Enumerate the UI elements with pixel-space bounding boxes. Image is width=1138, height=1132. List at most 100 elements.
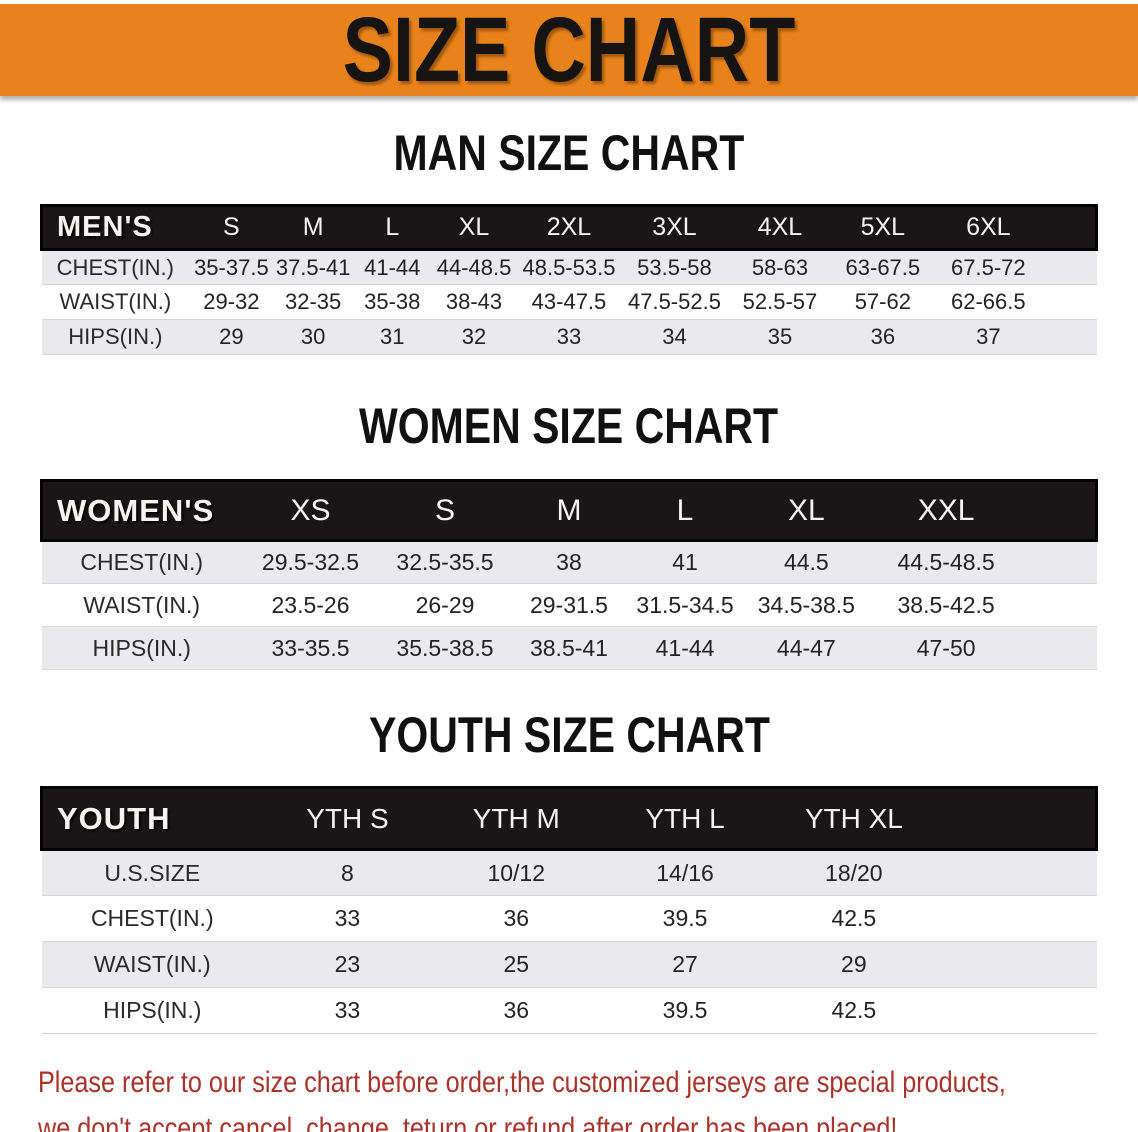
size-value: 57-62 xyxy=(832,284,933,320)
size-value: 47-50 xyxy=(869,626,1023,670)
table-row: HIPS(IN.) 29 30 31 32 33 34 35 36 37 xyxy=(41,319,1097,355)
size-value: 35.5-38.5 xyxy=(379,626,511,670)
size-value: 62-66.5 xyxy=(932,284,1044,320)
size-value: 35 xyxy=(727,319,833,355)
size-value: 29-31.5 xyxy=(510,583,627,627)
row-spacer xyxy=(1043,284,1097,320)
size-value: 35-38 xyxy=(352,284,432,320)
column-header: 6XL xyxy=(932,204,1044,251)
size-value: 31.5-34.5 xyxy=(627,583,744,627)
women-section-title: WOMEN SIZE CHART xyxy=(359,398,779,454)
table-row: HIPS(IN.) 33 36 39.5 42.5 xyxy=(41,987,1097,1034)
row-spacer xyxy=(938,941,1097,988)
youth-section-title: YOUTH SIZE CHART xyxy=(368,707,770,763)
table-header-row: YOUTH YTH S YTH M YTH L YTH XL xyxy=(40,786,1099,851)
header-spacer xyxy=(938,786,1099,851)
row-spacer xyxy=(1043,249,1097,285)
size-value: 38.5-41 xyxy=(510,626,627,670)
column-header: XXL xyxy=(869,479,1023,542)
size-value: 39.5 xyxy=(600,895,770,942)
row-spacer xyxy=(1043,319,1097,355)
column-header: XL xyxy=(743,479,870,542)
size-value: 33 xyxy=(263,895,432,942)
table-row: WAIST(IN.) 29-32 32-35 35-38 38-43 43-47.5 47.… xyxy=(41,284,1097,320)
man-size-table-wrap: MEN'S S M L XL 2XL 3XL 4XL 5XL 6XL CHEST(IN.) 35-37… xyxy=(40,204,1098,355)
disclaimer-line-2: we don't accept cancel, change, teturn o… xyxy=(38,1112,898,1132)
row-spacer xyxy=(1022,540,1097,584)
column-header: 3XL xyxy=(621,204,728,251)
row-label: CHEST(IN.) xyxy=(41,540,242,584)
table-header-row: MEN'S S M L XL 2XL 3XL 4XL 5XL 6XL xyxy=(40,204,1098,251)
row-spacer xyxy=(938,849,1097,896)
size-value: 33 xyxy=(263,987,432,1034)
row-label: HIPS(IN.) xyxy=(41,626,242,670)
row-spacer xyxy=(1022,626,1097,670)
column-header: YTH L xyxy=(600,786,770,851)
youth-size-table: YOUTH YTH S YTH M YTH L YTH XL U.S.SIZE 8 10/12… xyxy=(40,786,1099,1034)
column-header: M xyxy=(510,479,627,542)
size-value: 18/20 xyxy=(769,849,939,896)
table-row: CHEST(IN.) 29.5-32.5 32.5-35.5 38 41 44.5 44.5… xyxy=(41,540,1097,584)
size-value: 36 xyxy=(431,895,601,942)
size-value: 29.5-32.5 xyxy=(241,540,380,584)
size-value: 26-29 xyxy=(379,583,511,627)
size-value: 33 xyxy=(516,319,622,355)
size-value: 23 xyxy=(263,941,432,988)
size-value: 25 xyxy=(431,941,601,988)
size-value: 36 xyxy=(832,319,933,355)
row-label: CHEST(IN.) xyxy=(41,895,264,942)
size-value: 44.5 xyxy=(743,540,870,584)
women-section-title-wrap: WOMEN SIZE CHART xyxy=(0,401,1138,451)
youth-section-title-wrap: YOUTH SIZE CHART xyxy=(0,710,1138,760)
header-spacer xyxy=(1043,204,1098,251)
row-label: CHEST(IN.) xyxy=(41,249,190,285)
header-spacer xyxy=(1022,479,1098,542)
size-value: 42.5 xyxy=(769,895,939,942)
size-value: 53.5-58 xyxy=(621,249,728,285)
banner-title: SIZE CHART xyxy=(342,0,796,101)
column-header: L xyxy=(627,479,744,542)
size-value: 32-35 xyxy=(273,284,353,320)
row-label: U.S.SIZE xyxy=(41,849,264,896)
size-value: 27 xyxy=(600,941,770,988)
table-row: HIPS(IN.) 33-35.5 35.5-38.5 38.5-41 41-44 44-… xyxy=(41,626,1097,670)
size-value: 34 xyxy=(621,319,728,355)
size-value: 38-43 xyxy=(431,284,517,320)
women-size-table-wrap: WOMEN'S XS S M L XL XXL CHEST(IN.) 29.5-32.5 32.5… xyxy=(39,479,1098,670)
column-header: 2XL xyxy=(516,204,622,251)
size-value: 30 xyxy=(273,319,353,355)
column-header: L xyxy=(352,204,432,251)
size-value: 43-47.5 xyxy=(516,284,622,320)
column-header: S xyxy=(379,479,511,542)
size-value: 52.5-57 xyxy=(727,284,833,320)
size-value: 37 xyxy=(932,319,1044,355)
row-label: HIPS(IN.) xyxy=(41,319,190,355)
column-header: 4XL xyxy=(727,204,833,251)
row-label: WAIST(IN.) xyxy=(41,284,190,320)
youth-size-table-wrap: YOUTH YTH S YTH M YTH L YTH XL U.S.SIZE 8 10/12… xyxy=(40,786,1099,1034)
table-row: WAIST(IN.) 23.5-26 26-29 29-31.5 31.5-34.5 34… xyxy=(41,583,1097,627)
size-value: 29 xyxy=(769,941,939,988)
column-header: 5XL xyxy=(832,204,933,251)
column-header: YTH XL xyxy=(769,786,939,851)
size-value: 33-35.5 xyxy=(241,626,380,670)
column-header: YTH S xyxy=(263,786,432,851)
table-row: WAIST(IN.) 23 25 27 29 xyxy=(41,941,1097,988)
table-header-label: WOMEN'S xyxy=(39,479,242,542)
size-value: 29-32 xyxy=(189,284,274,320)
size-value: 58-63 xyxy=(727,249,833,285)
man-section-title-wrap: MAN SIZE CHART xyxy=(0,128,1138,178)
column-header: S xyxy=(189,204,274,251)
table-header-row: WOMEN'S XS S M L XL XXL xyxy=(39,479,1098,542)
size-value: 35-37.5 xyxy=(189,249,274,285)
column-header: XS xyxy=(241,479,380,542)
size-value: 37.5-41 xyxy=(273,249,353,285)
size-value: 44.5-48.5 xyxy=(869,540,1023,584)
size-value: 42.5 xyxy=(769,987,939,1034)
size-value: 29 xyxy=(189,319,274,355)
table-header-label: MEN'S xyxy=(40,204,190,251)
table-row: CHEST(IN.) 33 36 39.5 42.5 xyxy=(41,895,1097,942)
size-value: 38 xyxy=(510,540,627,584)
row-spacer xyxy=(938,987,1097,1034)
size-value: 63-67.5 xyxy=(832,249,933,285)
